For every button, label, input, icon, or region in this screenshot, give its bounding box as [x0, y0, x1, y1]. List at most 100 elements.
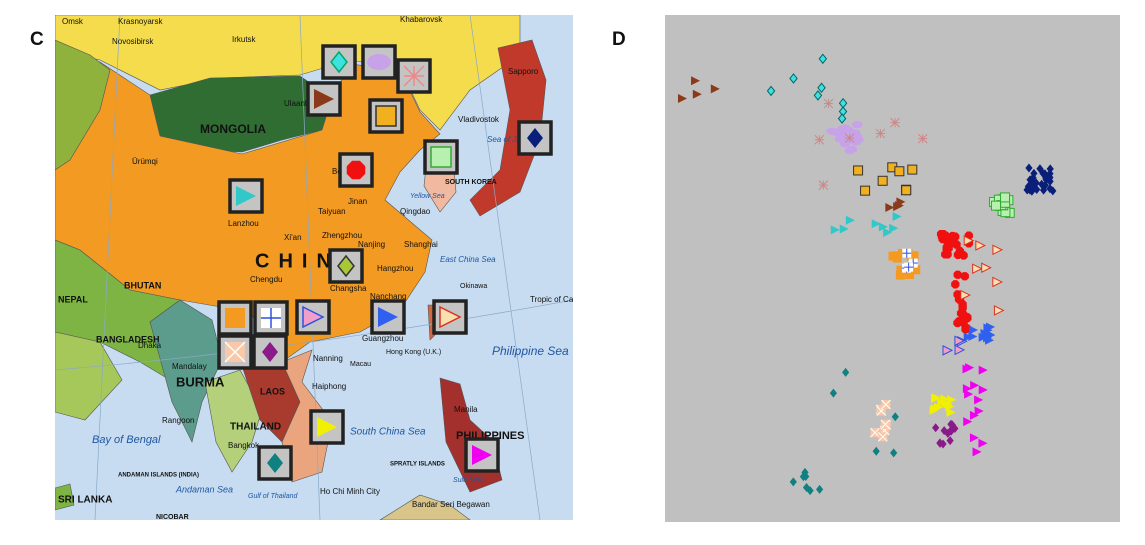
map-label: BANGLADESH: [96, 334, 160, 344]
marker-shape: [895, 270, 905, 280]
marker-shape: [346, 160, 366, 180]
marker-stroke: [890, 117, 900, 128]
map-label: SOUTH KOREA: [445, 179, 497, 186]
marker-shape: [993, 305, 1005, 316]
marker-shape: [262, 342, 278, 362]
marker-shape: [963, 235, 975, 246]
marker-shape: [969, 433, 979, 443]
marker-shape: [948, 231, 957, 241]
marker-shape: [818, 180, 829, 190]
land-india-south: [55, 331, 123, 421]
marker-shape: [844, 133, 855, 143]
marker-shape: [801, 467, 809, 477]
marker-shape: [838, 97, 848, 109]
marker-shape: [969, 325, 979, 335]
marker-shape: [902, 248, 912, 258]
marker-shape: [225, 308, 245, 328]
marker-shape: [818, 53, 828, 65]
marker-shape: [917, 133, 928, 144]
map-label: Vladivostok: [458, 115, 500, 124]
marker-shape: [946, 407, 956, 417]
map-label: Sulu Sea: [453, 477, 482, 484]
map-label: Haiphong: [312, 382, 346, 391]
marker-stroke: [881, 399, 891, 410]
marker-stroke: [844, 133, 855, 143]
map-label: Sapporo: [508, 67, 539, 76]
marker-shape: [936, 438, 944, 448]
map-label: Ulaanbaatar: [284, 99, 328, 108]
marker-shape: [439, 305, 462, 329]
marker-shape: [946, 436, 954, 446]
marker-shape: [1041, 180, 1049, 190]
map-label: Omsk: [62, 17, 84, 26]
graticule-line: [469, 15, 541, 520]
marker-shape: [236, 186, 256, 206]
marker-shape: [691, 76, 701, 86]
map-label: Guangzhou: [362, 334, 403, 343]
map-label: Bangkok: [228, 441, 260, 450]
marker-shape: [890, 448, 898, 458]
marker-shape: [893, 202, 903, 212]
marker-shape: [905, 270, 915, 280]
map-label: Novosibirsk: [112, 37, 154, 46]
map-label: SRI LANKA: [58, 495, 112, 506]
marker-stroke: [870, 427, 880, 438]
marker-shape: [985, 335, 995, 345]
marker-shape: [942, 345, 954, 356]
scatter-panel: [665, 15, 1120, 522]
map-label: East China Sea: [440, 255, 496, 264]
map-label: Hong Kong (U.K.): [386, 349, 441, 356]
marker-shape: [430, 146, 452, 168]
marker-shape: [860, 185, 871, 196]
marker-shape: [951, 280, 960, 289]
map-label: ANDAMAN ISLANDS (INDIA): [118, 473, 199, 479]
marker-shape: [963, 417, 973, 427]
map-label: THAILAND: [230, 422, 281, 433]
marker-shape: [932, 393, 942, 403]
marker-shape: [261, 308, 281, 328]
map-label: Tropic of Cancer: [530, 295, 589, 304]
marker-stroke: [823, 98, 834, 109]
marker-shape: [954, 335, 966, 347]
marker-shape: [766, 85, 776, 97]
map-label: Dhaka: [138, 341, 162, 350]
marker-shape: [990, 200, 1001, 211]
marker-frame: [396, 58, 432, 94]
map-label: Okinawa: [460, 283, 487, 290]
marker-shape: [826, 127, 838, 135]
marker-shape: [872, 446, 880, 456]
land-thailand: [204, 369, 263, 473]
marker-shape: [527, 128, 543, 148]
marker-shape: [317, 417, 337, 437]
graticule-line: [55, 299, 573, 371]
marker-shape: [962, 364, 972, 374]
marker-shape: [983, 329, 993, 339]
map-label: Khabarovsk: [400, 15, 443, 24]
marker-shape: [845, 215, 855, 225]
marker-shape: [947, 419, 955, 429]
map-label: Zhengzhou: [322, 231, 362, 240]
marker-shape: [378, 307, 398, 327]
marker-shape: [964, 389, 974, 399]
map-label: BURMA: [176, 374, 225, 389]
graticule-line: [94, 15, 121, 520]
marker-shape: [947, 426, 955, 436]
marker-shape: [337, 254, 355, 278]
map-label: Jinan: [348, 197, 367, 206]
marker-frame: [306, 81, 342, 117]
marker-shape: [891, 412, 899, 422]
map-label: Lanzhou: [228, 219, 259, 228]
marker-shape: [877, 175, 888, 186]
marker-shape: [978, 365, 988, 375]
marker-shape: [878, 222, 888, 232]
land-japan: [469, 39, 547, 217]
marker-shape: [829, 388, 838, 398]
marker-shape: [837, 113, 847, 124]
marker-stroke: [917, 133, 928, 144]
marker-shape: [953, 270, 962, 279]
marker-shape: [853, 165, 864, 176]
marker-stroke: [224, 341, 246, 363]
marker-shape: [947, 395, 957, 405]
marker-shape: [1049, 186, 1057, 196]
